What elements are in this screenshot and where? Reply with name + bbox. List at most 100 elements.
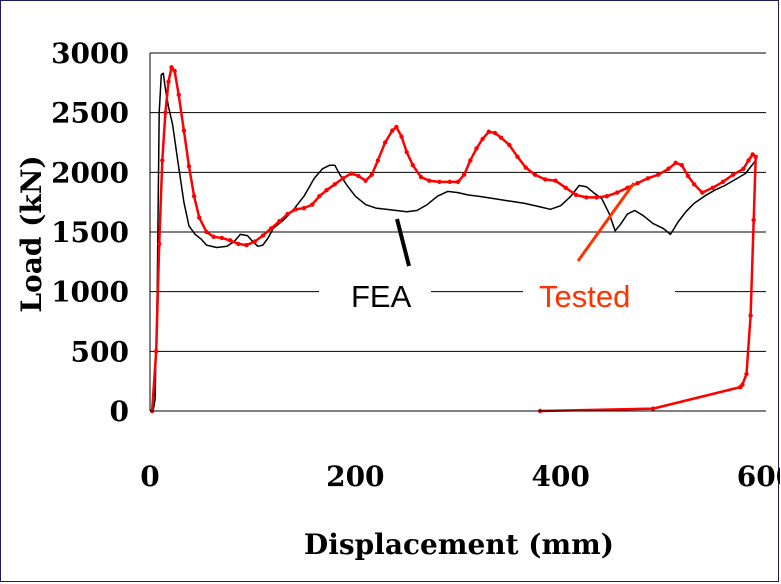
tested-point-29 <box>332 182 337 187</box>
tested-point-71 <box>673 160 678 165</box>
tested-point-85 <box>744 371 749 377</box>
tested-point-49 <box>474 146 479 151</box>
tested-point-44 <box>437 179 442 185</box>
tested-point-48 <box>468 158 473 163</box>
tested-point-34 <box>369 172 374 177</box>
tested-point-12 <box>197 215 202 220</box>
tested-point-78 <box>730 172 736 177</box>
tested-point-6 <box>169 65 174 70</box>
tested-point-8 <box>176 92 181 97</box>
tested-point-9 <box>181 128 187 133</box>
tested-point-21 <box>268 226 274 231</box>
tested-point-30 <box>340 176 346 181</box>
tested-point-62 <box>584 195 589 200</box>
y-tick-label-1500: 1500 <box>51 216 129 249</box>
y-tick-label-1000: 1000 <box>51 276 129 309</box>
y-tick-label-2000: 2000 <box>51 156 129 189</box>
tested-point-76 <box>710 185 715 191</box>
tested-point-63 <box>594 195 599 200</box>
tested-point-80 <box>746 158 751 163</box>
tested-point-3 <box>160 158 165 163</box>
tested-point-27 <box>317 194 322 199</box>
tested-point-87 <box>738 384 743 390</box>
tested-point-50 <box>480 136 485 142</box>
tested-point-70 <box>666 166 671 171</box>
grid-lines <box>150 52 766 352</box>
tested-point-1 <box>153 349 159 354</box>
tested-point-58 <box>543 177 548 182</box>
tested-point-47 <box>461 172 467 177</box>
tested-point-40 <box>404 149 409 155</box>
tested-point-22 <box>277 219 282 224</box>
y-tick-label-500: 500 <box>71 335 129 368</box>
tested-point-20 <box>260 233 266 238</box>
tested-point-15 <box>219 235 225 241</box>
tested-point-25 <box>301 205 307 211</box>
x-tick-label-600: 600 <box>737 460 780 493</box>
tested-point-24 <box>293 207 298 212</box>
y-tick-label-0: 0 <box>110 395 129 428</box>
y-axis-title: Load (kN) <box>15 155 48 312</box>
tested-point-26 <box>310 202 315 207</box>
tested-point-7 <box>172 68 177 74</box>
tested-point-33 <box>363 178 368 183</box>
tested-point-83 <box>751 217 756 223</box>
tested-point-69 <box>656 172 661 177</box>
tested-point-72 <box>679 162 685 168</box>
y-tick-label-2500: 2500 <box>51 97 129 130</box>
x-tick-label-0: 0 <box>140 460 159 493</box>
tested-point-43 <box>427 178 432 183</box>
y-tick-label-3000: 3000 <box>51 37 129 70</box>
tested-point-39 <box>399 134 404 139</box>
tested-point-37 <box>390 128 395 133</box>
series-layer <box>149 65 758 414</box>
tested-point-17 <box>236 241 241 247</box>
series-tested-line <box>150 66 757 413</box>
tested-annotation-label: Tested <box>539 279 630 314</box>
tested-point-84 <box>748 313 753 318</box>
tested-annotation-bg <box>523 273 675 319</box>
tested-point-88 <box>650 406 656 411</box>
tested-point-38 <box>394 124 399 130</box>
tested-point-45 <box>447 179 452 185</box>
tested-point-55 <box>515 154 520 160</box>
tested-point-13 <box>204 229 209 235</box>
x-tick-label-200: 200 <box>326 460 384 493</box>
tested-point-14 <box>211 234 216 239</box>
tested-point-28 <box>324 188 329 193</box>
tested-point-73 <box>685 173 691 179</box>
tested-point-51 <box>486 129 491 134</box>
tested-point-36 <box>382 140 388 145</box>
tick-labels: 0 500 1000 1500 2000 2500 3000 0 200 400 600 <box>51 37 780 493</box>
tested-point-81 <box>750 152 755 157</box>
tested-point-74 <box>691 182 697 187</box>
tested-point-18 <box>244 242 249 248</box>
tested-point-64 <box>604 194 610 199</box>
tested-point-61 <box>573 192 579 198</box>
tested-point-2 <box>157 241 162 247</box>
x-axis-title: Displacement (mm) <box>304 528 614 561</box>
tested-point-46 <box>455 179 461 185</box>
tested-point-53 <box>498 135 504 140</box>
tested-point-56 <box>523 165 528 170</box>
tested-point-23 <box>285 211 290 217</box>
tested-point-54 <box>507 142 512 148</box>
tested-point-52 <box>492 130 498 136</box>
tested-point-60 <box>563 185 568 191</box>
fea-annotation-bg <box>319 273 431 319</box>
axes <box>149 53 766 412</box>
tested-point-10 <box>186 164 192 169</box>
tested-point-59 <box>553 178 558 183</box>
tested-point-42 <box>418 174 424 180</box>
tested-point-5 <box>166 79 171 84</box>
series-fea-line <box>152 72 757 412</box>
tested-point-4 <box>163 110 168 115</box>
tested-point-41 <box>410 162 416 168</box>
fea-annotation-pointer <box>395 218 411 267</box>
x-tick-label-400: 400 <box>531 460 589 493</box>
tested-point-79 <box>741 166 746 171</box>
tested-point-77 <box>720 179 726 185</box>
tested-point-57 <box>532 172 538 177</box>
